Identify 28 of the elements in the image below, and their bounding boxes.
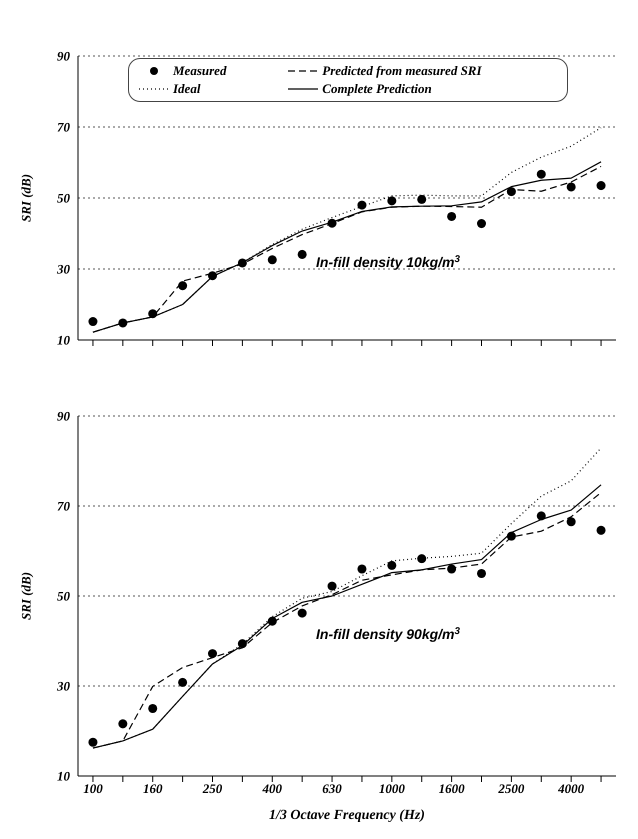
legend-label: Ideal: [173, 81, 200, 97]
legend-label: Complete Prediction: [322, 81, 432, 97]
legend-label: Measured: [173, 63, 226, 79]
annotation: In-fill density 10kg/m$^{3}$: [316, 254, 461, 270]
y-tick-label: 30: [56, 262, 70, 277]
y-tick-label: 50: [57, 588, 70, 604]
y-tick-label: 70: [57, 120, 70, 135]
x-tick-label: 1600: [438, 781, 466, 796]
y-tick-label: 30: [56, 678, 70, 694]
y-axis-title: SRI (dB): [18, 174, 34, 222]
y-tick-label: 50: [57, 190, 70, 206]
y-tick-label: 90: [57, 408, 70, 424]
y-tick-label: 90: [57, 48, 70, 64]
x-tick-label: 100: [83, 781, 104, 796]
x-tick-label: 2500: [497, 781, 525, 796]
x-tick-label: 160: [142, 781, 163, 796]
x-tick-label: 4000: [557, 781, 585, 796]
x-axis-title: 1/3 Octave Frequency (Hz): [269, 808, 425, 823]
x-tick-label: 250: [202, 781, 223, 796]
y-tick-label: 10: [57, 768, 70, 784]
y-tick-label: 70: [57, 498, 70, 514]
x-tick-label: 400: [262, 781, 283, 796]
legend-label: Predicted from measured SRI: [322, 63, 482, 79]
x-tick-label: 1000: [378, 781, 406, 796]
annotation: In-fill density 90kg/m$^{3}$: [316, 626, 461, 642]
y-axis-title: SRI (dB): [18, 572, 34, 620]
y-tick-label: 10: [57, 332, 70, 348]
x-tick-label: 630: [322, 781, 342, 796]
